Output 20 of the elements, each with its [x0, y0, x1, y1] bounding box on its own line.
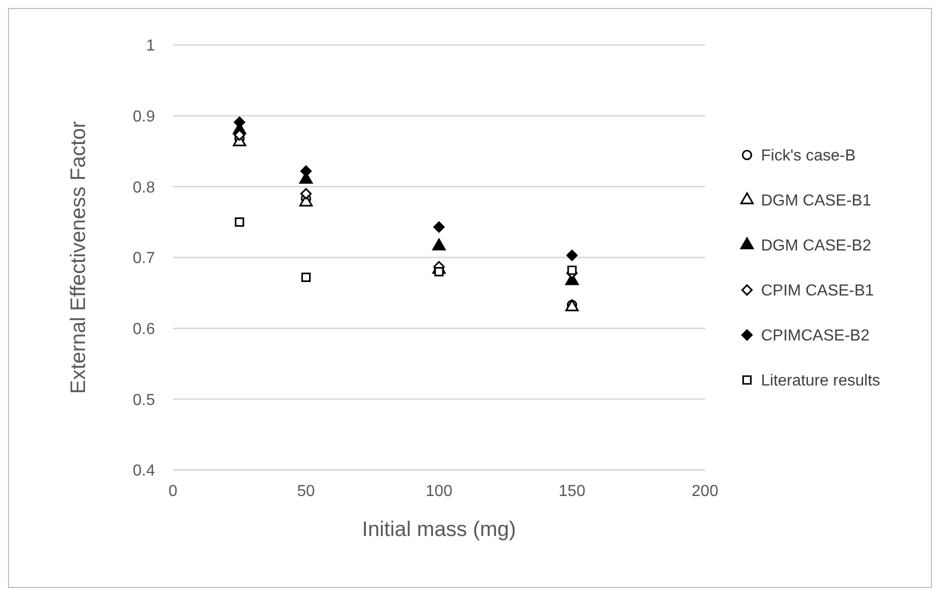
legend-label: CPIMCASE-B2: [761, 328, 870, 345]
legend-label: CPIM CASE-B1: [761, 282, 874, 300]
y-tick-label: 0.4: [132, 462, 156, 480]
x-tick-label: 0: [168, 483, 178, 500]
legend-label: DGM CASE-B1: [761, 192, 872, 210]
y-tick-label: 1: [146, 38, 156, 55]
legend-label: Fick's case-B: [761, 148, 856, 165]
x-tick-label: 150: [558, 483, 586, 500]
x-tick-label: 100: [426, 483, 452, 500]
legend-label: DGM CASE-B2: [761, 238, 872, 255]
y-tick-label: 0.6: [132, 320, 156, 338]
legend-label: Literature results: [761, 372, 880, 390]
y-tick-label: 0.5: [132, 392, 156, 409]
x-tick-label: 200: [692, 483, 718, 500]
y-tick-label: 0.8: [132, 179, 156, 196]
y-tick-label: 0.7: [132, 250, 156, 268]
x-tick-label: 50: [297, 483, 315, 500]
y-tick-label: 0.9: [132, 108, 156, 126]
x-axis-title: Initial mass (mg): [362, 518, 516, 541]
y-axis-title: External Effectiveness Factor: [67, 121, 90, 394]
